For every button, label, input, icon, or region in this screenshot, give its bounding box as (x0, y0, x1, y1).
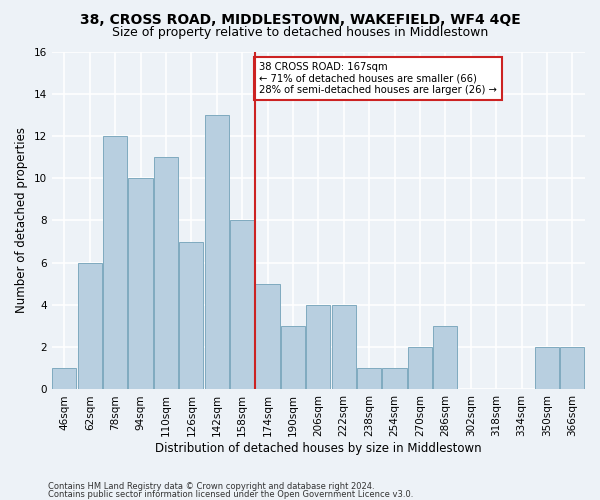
Y-axis label: Number of detached properties: Number of detached properties (15, 128, 28, 314)
Text: 38 CROSS ROAD: 167sqm
← 71% of detached houses are smaller (66)
28% of semi-deta: 38 CROSS ROAD: 167sqm ← 71% of detached … (259, 62, 497, 96)
Bar (179, 242, 203, 390)
Bar (306, 305, 331, 390)
Bar (281, 326, 305, 390)
X-axis label: Distribution of detached houses by size in Middlestown: Distribution of detached houses by size … (155, 442, 482, 455)
Bar (560, 347, 584, 390)
Text: Size of property relative to detached houses in Middlestown: Size of property relative to detached ho… (112, 26, 488, 39)
Bar (433, 326, 457, 390)
Bar (154, 157, 178, 390)
Bar (408, 347, 432, 390)
Bar (382, 368, 407, 390)
Bar (52, 368, 76, 390)
Bar (103, 136, 127, 390)
Bar (230, 220, 254, 390)
Text: Contains public sector information licensed under the Open Government Licence v3: Contains public sector information licen… (48, 490, 413, 499)
Bar (128, 178, 152, 390)
Bar (332, 305, 356, 390)
Bar (535, 347, 559, 390)
Bar (357, 368, 381, 390)
Text: Contains HM Land Registry data © Crown copyright and database right 2024.: Contains HM Land Registry data © Crown c… (48, 482, 374, 491)
Bar (205, 115, 229, 390)
Bar (77, 262, 102, 390)
Text: 38, CROSS ROAD, MIDDLESTOWN, WAKEFIELD, WF4 4QE: 38, CROSS ROAD, MIDDLESTOWN, WAKEFIELD, … (80, 12, 520, 26)
Bar (256, 284, 280, 390)
